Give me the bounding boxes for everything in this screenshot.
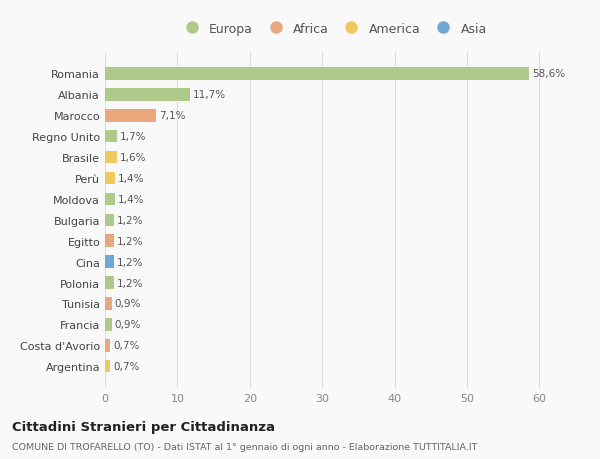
Bar: [105, 131, 118, 143]
Bar: [105, 297, 112, 310]
Text: 1,2%: 1,2%: [116, 236, 143, 246]
Text: 1,2%: 1,2%: [116, 278, 143, 288]
Bar: [105, 319, 112, 331]
Text: 0,9%: 0,9%: [115, 299, 141, 309]
Text: 1,4%: 1,4%: [118, 195, 145, 204]
Text: 1,2%: 1,2%: [116, 257, 143, 267]
Text: 1,7%: 1,7%: [120, 132, 146, 142]
Text: 0,9%: 0,9%: [115, 319, 141, 330]
Text: 7,1%: 7,1%: [159, 111, 186, 121]
Text: 58,6%: 58,6%: [532, 69, 565, 79]
Text: 1,4%: 1,4%: [118, 174, 145, 184]
Legend: Europa, Africa, America, Asia: Europa, Africa, America, Asia: [175, 19, 491, 39]
Text: 1,6%: 1,6%: [119, 153, 146, 163]
Bar: [105, 235, 113, 247]
Text: 0,7%: 0,7%: [113, 341, 139, 351]
Bar: [105, 360, 110, 373]
Bar: [105, 214, 113, 227]
Bar: [105, 277, 113, 289]
Bar: [105, 110, 157, 122]
Bar: [105, 68, 529, 80]
Bar: [105, 339, 110, 352]
Text: COMUNE DI TROFARELLO (TO) - Dati ISTAT al 1° gennaio di ogni anno - Elaborazione: COMUNE DI TROFARELLO (TO) - Dati ISTAT a…: [12, 442, 478, 451]
Text: Cittadini Stranieri per Cittadinanza: Cittadini Stranieri per Cittadinanza: [12, 420, 275, 433]
Text: 0,7%: 0,7%: [113, 361, 139, 371]
Bar: [105, 193, 115, 206]
Bar: [105, 172, 115, 185]
Bar: [105, 151, 116, 164]
Text: 1,2%: 1,2%: [116, 215, 143, 225]
Text: 11,7%: 11,7%: [193, 90, 226, 100]
Bar: [105, 89, 190, 101]
Bar: [105, 256, 113, 269]
